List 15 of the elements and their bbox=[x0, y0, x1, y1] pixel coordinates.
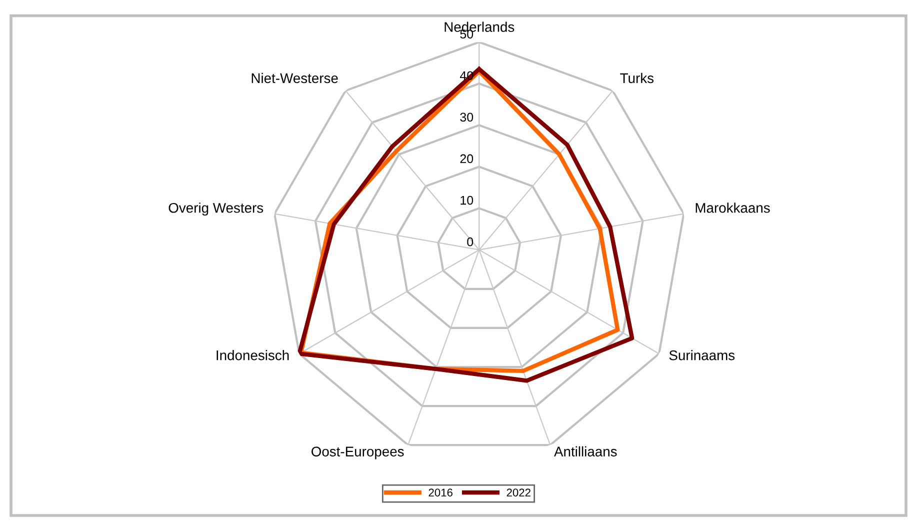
y-tick-label: 20 bbox=[460, 154, 474, 164]
legend-label: 2016 bbox=[428, 488, 452, 497]
legend-label: 2022 bbox=[506, 488, 530, 497]
spoke-label: Marokkaans bbox=[696, 202, 770, 213]
spoke-label: Surinaams bbox=[669, 350, 735, 360]
spoke-label: Overig Westers bbox=[168, 202, 264, 216]
spoke-label: Nederlands bbox=[444, 22, 514, 32]
spoke-label: Oost-Europees bbox=[312, 446, 404, 460]
y-tick-label: 10 bbox=[460, 196, 474, 205]
spoke-label: Turks bbox=[620, 72, 654, 84]
spoke-label: Antilliaans bbox=[554, 446, 617, 456]
y-tick-label: 30 bbox=[460, 112, 474, 122]
y-tick-label: 0 bbox=[467, 237, 474, 246]
spoke-label: Indonesisch bbox=[216, 350, 289, 360]
spoke-label: Niet-Westerse bbox=[252, 72, 338, 84]
